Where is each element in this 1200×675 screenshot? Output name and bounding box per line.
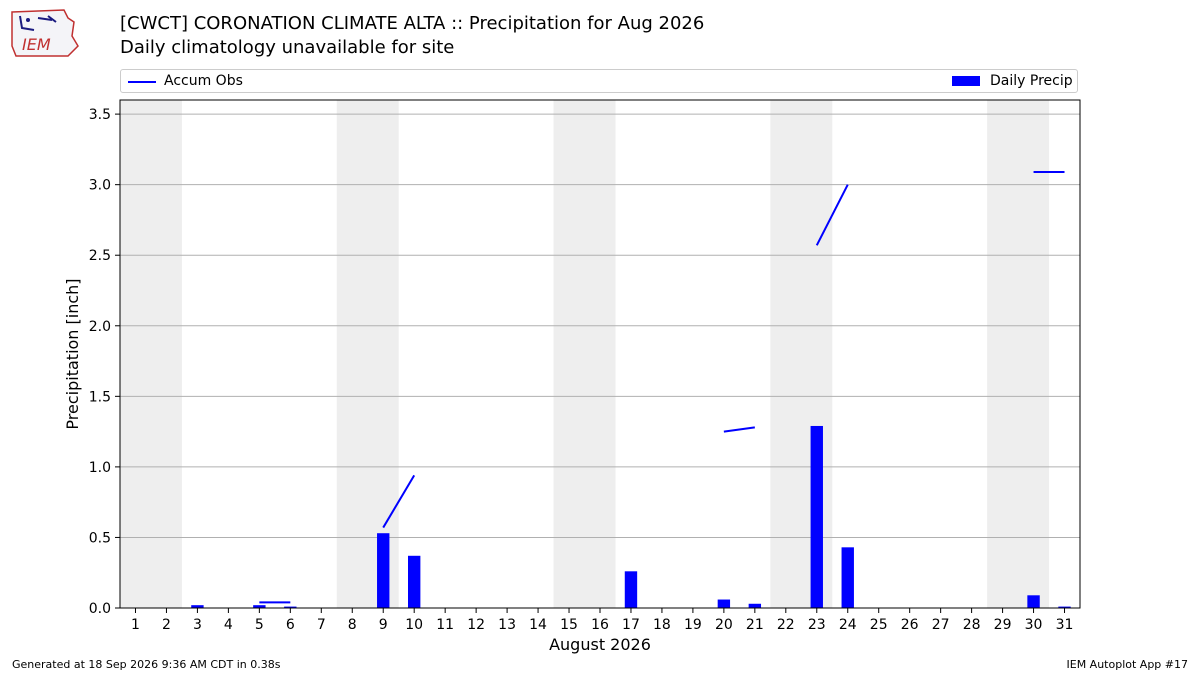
legend-line-label: Accum Obs [164,73,243,89]
y-tick-label: 0.0 [89,601,111,617]
x-tick-label: 5 [255,617,264,633]
daily-precip-bar [377,533,390,608]
footer-app-id: IEM Autoplot App #17 [1066,658,1189,671]
iem-logo: IEM [8,6,82,60]
accum-obs-segment [723,426,755,433]
x-tick-label: 18 [653,617,671,633]
x-tick-label: 4 [224,617,233,633]
daily-precip-bar [810,425,823,608]
x-tick-label: 3 [193,617,202,633]
legend-bar-swatch [952,76,980,86]
daily-precip-bar [1058,606,1071,608]
x-tick-label: 20 [715,617,733,633]
x-tick-label: 27 [932,617,950,633]
daily-precip-bar [624,571,638,608]
x-tick-label: 30 [1025,617,1043,633]
x-tick-label: 25 [870,617,888,633]
x-axis-label: August 2026 [549,635,651,654]
x-tick-label: 9 [379,617,388,633]
x-tick-label: 13 [498,617,516,633]
x-axis-ticks: 1 2 3 4 5 6 7 8 9 10 11 12 13 14 15 16 17 18 19 20 21 22 23 24 2… [131,608,1073,633]
y-axis-ticks: 0.0 0.5 1.0 1.5 2.0 2.5 3.0 3.5 [89,107,120,617]
weekend-shade-band [120,100,182,608]
accum-obs-lines [259,170,1065,604]
weekend-shade-band [336,100,399,608]
x-tick-label: 11 [436,617,454,633]
y-tick-label: 1.5 [89,389,111,405]
x-tick-label: 8 [348,617,357,633]
y-tick-label: 3.0 [89,178,111,194]
daily-precip-bar [253,605,266,608]
x-tick-label: 26 [901,617,919,633]
daily-precip-bar [748,603,762,608]
daily-precip-bar [1027,595,1040,608]
x-tick-label: 10 [405,617,423,633]
weekend-shade-band [553,100,616,608]
accum-obs-segment [815,184,849,246]
x-tick-label: 31 [1056,617,1074,633]
y-tick-label: 1.0 [89,460,111,476]
weekend-shade-band [987,100,1050,608]
x-tick-label: 12 [467,617,485,633]
x-tick-label: 2 [162,617,171,633]
daily-precip-bar [717,599,731,608]
x-tick-label: 7 [317,617,326,633]
legend-bar-label: Daily Precip [990,73,1073,89]
x-tick-label: 19 [684,617,702,633]
x-tick-label: 15 [560,617,578,633]
daily-precip-bar [841,547,854,608]
chart-title: [CWCT] CORONATION CLIMATE ALTA :: Precip… [120,13,705,34]
x-tick-label: 14 [529,617,547,633]
x-tick-label: 16 [591,617,609,633]
chart-subtitle: Daily climatology unavailable for site [120,37,455,58]
x-tick-label: 24 [839,617,857,633]
daily-precip-bar [191,605,204,608]
x-tick-label: 29 [994,617,1012,633]
y-tick-label: 0.5 [89,530,111,546]
daily-precip-bar [284,606,297,608]
iem-logo-graphic: IEM [11,9,79,57]
footer-generated: Generated at 18 Sep 2026 9:36 AM CDT in … [12,658,281,671]
x-tick-label: 17 [622,617,640,633]
logo-text: IEM [22,35,51,54]
x-tick-label: 21 [746,617,764,633]
x-tick-label: 6 [286,617,295,633]
accum-obs-segment [382,474,416,529]
y-tick-label: 2.5 [89,248,111,264]
x-tick-label: 1 [131,617,140,633]
x-tick-label: 28 [963,617,981,633]
y-tick-label: 2.0 [89,319,111,335]
daily-precip-bars [191,425,1071,608]
y-axis-label: Precipitation [inch] [63,278,82,429]
x-tick-label: 23 [808,617,826,633]
y-tick-label: 3.5 [89,107,111,123]
daily-precip-bar [408,555,421,608]
x-tick-label: 22 [777,617,795,633]
legend-line-swatch [128,81,156,83]
legend: Accum Obs Daily Precip [120,69,1078,93]
weekend-shading [120,100,1050,608]
